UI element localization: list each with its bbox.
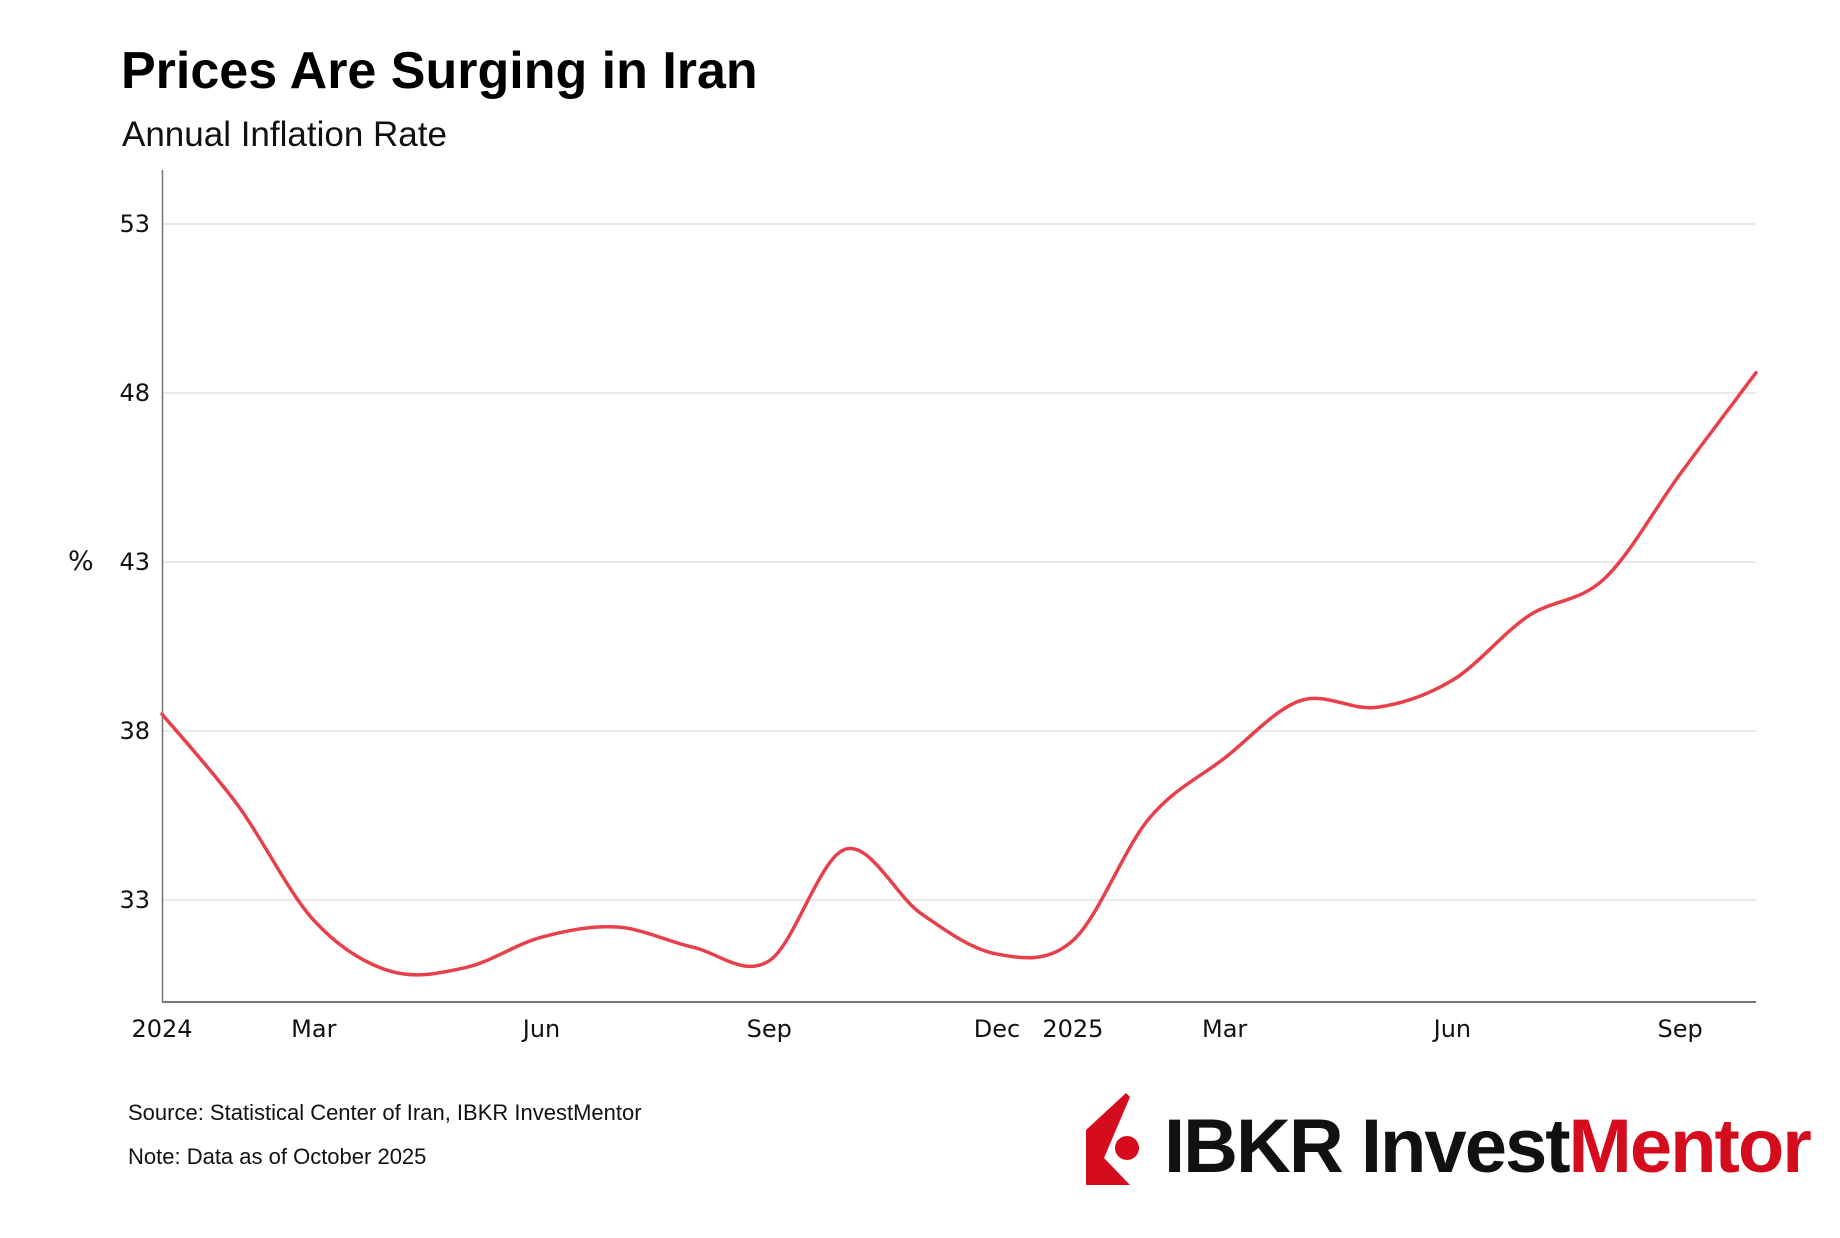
x-tick-label: Dec [974, 1015, 1020, 1043]
y-tick-label: 48 [119, 379, 150, 407]
y-tick-label: 38 [119, 717, 150, 745]
x-tick-label: Mar [291, 1015, 336, 1043]
logo-text-mentor: Mentor [1569, 1104, 1812, 1189]
data-note: Note: Data as of October 2025 [128, 1144, 426, 1169]
y-tick-label: 33 [119, 886, 150, 914]
logo-text: IBKR InvestMentor [1164, 1104, 1811, 1189]
y-axis-label: % [68, 546, 94, 577]
x-tick-label: 2024 [131, 1015, 192, 1043]
logo-mark-icon [1086, 1093, 1130, 1185]
chart-title: Prices Are Surging in Iran [121, 42, 758, 100]
x-tick-label: 2025 [1042, 1015, 1103, 1043]
chart-subtitle: Annual Inflation Rate [122, 115, 447, 154]
logo-dot [1115, 1136, 1139, 1160]
ibkr-logo: IBKR InvestMentor [1086, 1093, 1813, 1189]
gridlines [162, 223, 1756, 901]
series-line-inflation [160, 370, 1758, 977]
x-tick-label: Sep [747, 1015, 792, 1043]
x-tick-label: Jun [521, 1015, 561, 1043]
x-axis-ticks: 2024 Mar Jun Sep Dec 2025 Mar Jun Sep [131, 1015, 1702, 1043]
x-tick-label: Sep [1657, 1015, 1702, 1043]
x-tick-label: Jun [1432, 1015, 1472, 1043]
x-tick-label: Mar [1202, 1015, 1247, 1043]
logo-text-ibkr-invest: IBKR Invest [1164, 1104, 1570, 1189]
y-tick-label: 43 [119, 548, 150, 576]
y-tick-label: 53 [119, 210, 150, 238]
source-note: Source: Statistical Center of Iran, IBKR… [128, 1100, 642, 1125]
y-axis-ticks: 33 38 43 48 53 [119, 210, 150, 914]
